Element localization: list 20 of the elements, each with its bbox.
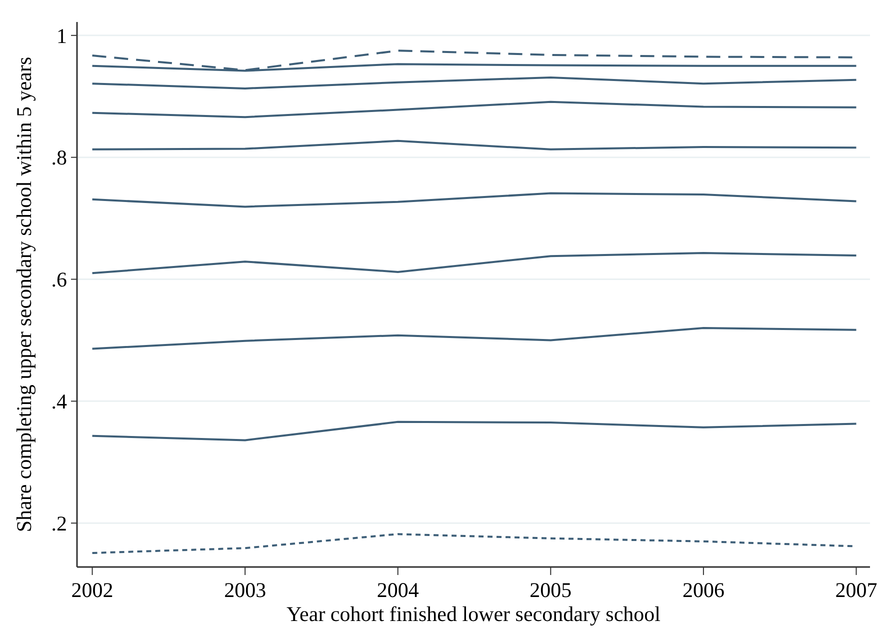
x-axis-title: Year cohort finished lower secondary school (286, 602, 661, 626)
y-axis-title: Share completing upper secondary school within 5 years (12, 56, 36, 532)
y-tick-label: .6 (51, 268, 67, 292)
y-tick-label: .4 (51, 390, 68, 414)
line-series (91, 76, 858, 90)
line-series (91, 140, 858, 150)
y-tick-label: .8 (51, 146, 67, 170)
x-tick-label: 2004 (376, 578, 420, 602)
x-tick-label: 2005 (530, 578, 572, 602)
x-tick-label: 2003 (224, 578, 266, 602)
x-tick-label: 2006 (682, 578, 724, 602)
x-tick-label: 2007 (835, 578, 878, 602)
x-tick-label: 2002 (71, 578, 114, 602)
line-series (91, 252, 858, 274)
line-series (91, 327, 858, 350)
line-series (91, 420, 858, 442)
line-series (91, 192, 858, 208)
line-series (91, 100, 858, 118)
y-tick-label: .2 (51, 511, 67, 536)
y-tick-label: 1 (56, 24, 67, 48)
